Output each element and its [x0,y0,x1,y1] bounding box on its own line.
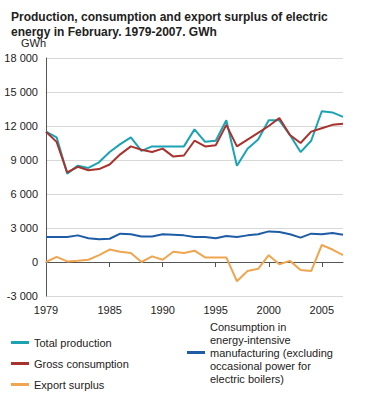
svg-text:-3 000: -3 000 [7,290,38,302]
svg-text:energy in February. 1979-2007.: energy in February. 1979-2007. GWh [11,25,217,39]
svg-text:9 000: 9 000 [10,154,38,166]
svg-text:electric boilers): electric boilers) [210,373,284,385]
svg-text:3 000: 3 000 [10,222,38,234]
svg-text:0: 0 [32,256,38,268]
svg-text:1979: 1979 [34,304,58,316]
svg-text:15 000: 15 000 [4,86,38,98]
svg-text:GWh: GWh [20,36,46,49]
svg-text:Total production: Total production [34,337,112,349]
svg-text:12 000: 12 000 [4,120,38,132]
svg-text:energy-intensive: energy-intensive [210,334,294,346]
svg-text:1995: 1995 [203,304,227,316]
svg-text:manufacturing (excluding: manufacturing (excluding [210,347,336,359]
svg-text:1990: 1990 [150,304,174,316]
svg-text:18 000: 18 000 [4,52,38,64]
svg-text:Export surplus: Export surplus [34,379,105,391]
svg-text:Gross consumption: Gross consumption [34,358,129,370]
svg-text:Production, consumption and ex: Production, consumption and export surpl… [11,10,331,24]
svg-text:2000: 2000 [257,304,281,316]
svg-text:2005: 2005 [310,304,334,316]
svg-text:6 000: 6 000 [10,188,38,200]
svg-text:occasional power for: occasional power for [210,360,314,372]
svg-text:1985: 1985 [97,304,121,316]
svg-text:Consumption in: Consumption in [210,321,290,333]
